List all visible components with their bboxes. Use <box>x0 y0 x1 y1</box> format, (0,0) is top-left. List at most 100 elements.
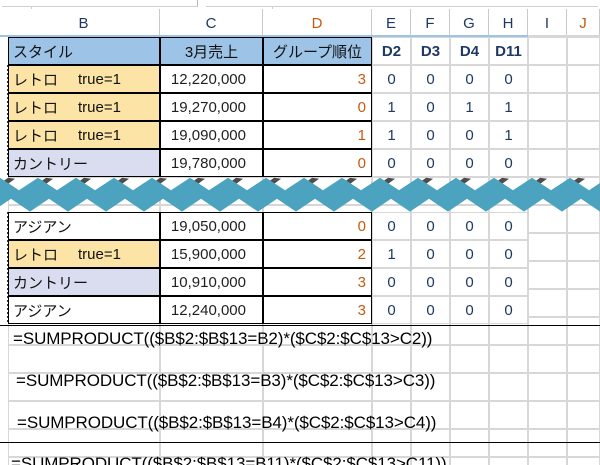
grid-cell-empty[interactable] <box>567 457 600 465</box>
grid-cell-empty[interactable] <box>528 149 567 177</box>
grid-cell-empty[interactable] <box>160 401 263 429</box>
grid-cell-empty[interactable] <box>8 373 160 401</box>
grid-cell-empty[interactable] <box>528 65 567 93</box>
cell-style-top-2[interactable]: レトロ <box>8 121 160 149</box>
cell-d3-top-1[interactable]: 0 <box>411 93 450 121</box>
grid-cell-empty[interactable] <box>567 345 600 373</box>
grid-cell-empty[interactable] <box>528 373 567 401</box>
header-cell-d2[interactable]: D2 <box>372 37 411 65</box>
cell-d11-top-0[interactable]: 0 <box>489 65 528 93</box>
grid-cell-empty[interactable] <box>528 317 567 345</box>
cell-d3-bottom-1[interactable]: 0 <box>411 240 450 268</box>
grid-cell-empty[interactable] <box>567 401 600 429</box>
cell-d4-bottom-1[interactable]: 0 <box>450 240 489 268</box>
column-header-g[interactable]: G <box>450 9 489 37</box>
cell-sales-bottom-0[interactable]: 19,050,000 <box>160 212 263 240</box>
grid-cell-empty[interactable] <box>372 457 411 465</box>
grid-cell-empty[interactable] <box>489 401 528 429</box>
grid-cell-empty[interactable] <box>450 457 489 465</box>
column-header-j[interactable]: J <box>567 9 600 37</box>
cell-rank-top-3[interactable]: 0 <box>263 149 372 177</box>
cell-d2-bottom-2[interactable]: 0 <box>372 268 411 296</box>
cell-d11-bottom-3[interactable]: 0 <box>489 296 528 324</box>
header-cell-rank[interactable]: グループ順位 <box>263 37 372 65</box>
grid-cell-empty[interactable] <box>489 345 528 373</box>
grid-cell-empty[interactable] <box>411 429 450 457</box>
cell-d4-bottom-2[interactable]: 0 <box>450 268 489 296</box>
cell-d2-bottom-3[interactable]: 0 <box>372 296 411 324</box>
column-header-i[interactable]: I <box>528 9 567 37</box>
grid-cell-empty[interactable] <box>528 121 567 149</box>
grid-cell-empty[interactable] <box>372 429 411 457</box>
grid-cell-empty[interactable] <box>160 457 263 465</box>
grid-cell-empty[interactable] <box>263 429 372 457</box>
cell-d11-bottom-1[interactable]: 0 <box>489 240 528 268</box>
grid-cell-empty[interactable] <box>528 37 567 65</box>
cell-d4-top-3[interactable]: 0 <box>450 149 489 177</box>
grid-cell-empty[interactable] <box>160 373 263 401</box>
column-header-f[interactable]: F <box>411 9 450 37</box>
header-cell-sales[interactable]: 3月売上 <box>160 37 263 65</box>
grid-cell-empty[interactable] <box>411 457 450 465</box>
grid-cell-empty[interactable] <box>450 401 489 429</box>
column-header-d[interactable]: D <box>263 9 372 37</box>
cell-rank-top-2[interactable]: 1 <box>263 121 372 149</box>
cell-d3-bottom-3[interactable]: 0 <box>411 296 450 324</box>
cell-style-bottom-0[interactable]: アジアン <box>8 212 160 240</box>
grid-cell-empty[interactable] <box>372 345 411 373</box>
cell-d2-top-0[interactable]: 0 <box>372 65 411 93</box>
grid-cell-empty[interactable] <box>263 373 372 401</box>
cell-sales-bottom-2[interactable]: 10,910,000 <box>160 268 263 296</box>
grid-cell-empty[interactable] <box>528 261 567 289</box>
cell-d3-bottom-0[interactable]: 0 <box>411 212 450 240</box>
cell-style-top-0[interactable]: レトロ <box>8 65 160 93</box>
grid-cell-empty[interactable] <box>411 373 450 401</box>
grid-cell-empty[interactable] <box>528 233 567 261</box>
grid-cell-empty[interactable] <box>528 289 567 317</box>
grid-cell-empty[interactable] <box>263 345 372 373</box>
grid-cell-empty[interactable] <box>528 429 567 457</box>
column-header-b[interactable]: B <box>8 9 160 37</box>
column-header-h[interactable]: H <box>489 9 528 37</box>
cell-rank-bottom-3[interactable]: 3 <box>263 296 372 324</box>
cell-d11-top-3[interactable]: 0 <box>489 149 528 177</box>
cell-rank-top-1[interactable]: 0 <box>263 93 372 121</box>
cell-sales-bottom-3[interactable]: 12,240,000 <box>160 296 263 324</box>
grid-cell-empty[interactable] <box>567 149 600 177</box>
grid-cell-empty[interactable] <box>372 401 411 429</box>
header-cell-d4[interactable]: D4 <box>450 37 489 65</box>
cell-style-bottom-2[interactable]: カントリー <box>8 268 160 296</box>
grid-cell-empty[interactable] <box>567 233 600 261</box>
grid-cell-empty[interactable] <box>528 457 567 465</box>
cell-d11-top-2[interactable]: 1 <box>489 121 528 149</box>
cell-d4-top-2[interactable]: 0 <box>450 121 489 149</box>
cell-d2-bottom-0[interactable]: 0 <box>372 212 411 240</box>
grid-cell-empty[interactable] <box>567 205 600 233</box>
cell-sales-top-0[interactable]: 12,220,000 <box>160 65 263 93</box>
grid-cell-empty[interactable] <box>411 345 450 373</box>
cell-d3-top-3[interactable]: 0 <box>411 149 450 177</box>
cell-style-bottom-3[interactable]: アジアン <box>8 296 160 324</box>
cell-rank-top-0[interactable]: 3 <box>263 65 372 93</box>
cell-sales-bottom-1[interactable]: 15,900,000 <box>160 240 263 268</box>
grid-cell-empty[interactable] <box>411 401 450 429</box>
grid-cell-empty[interactable] <box>160 345 263 373</box>
grid-cell-empty[interactable] <box>8 429 160 457</box>
grid-cell-empty[interactable] <box>567 261 600 289</box>
cell-d4-bottom-0[interactable]: 0 <box>450 212 489 240</box>
grid-cell-empty[interactable] <box>489 429 528 457</box>
cell-rank-bottom-1[interactable]: 2 <box>263 240 372 268</box>
cell-style-top-3[interactable]: カントリー <box>8 149 160 177</box>
cell-d3-top-2[interactable]: 0 <box>411 121 450 149</box>
cell-sales-top-2[interactable]: 19,090,000 <box>160 121 263 149</box>
cell-d2-top-3[interactable]: 0 <box>372 149 411 177</box>
grid-cell-empty[interactable] <box>567 429 600 457</box>
cell-d2-top-1[interactable]: 1 <box>372 93 411 121</box>
cell-rank-bottom-0[interactable]: 0 <box>263 212 372 240</box>
header-cell-style[interactable]: スタイル <box>8 37 160 65</box>
header-cell-d3[interactable]: D3 <box>411 37 450 65</box>
grid-cell-empty[interactable] <box>450 345 489 373</box>
grid-cell-empty[interactable] <box>567 65 600 93</box>
column-header-c[interactable]: C <box>160 9 263 37</box>
grid-cell-empty[interactable] <box>489 457 528 465</box>
